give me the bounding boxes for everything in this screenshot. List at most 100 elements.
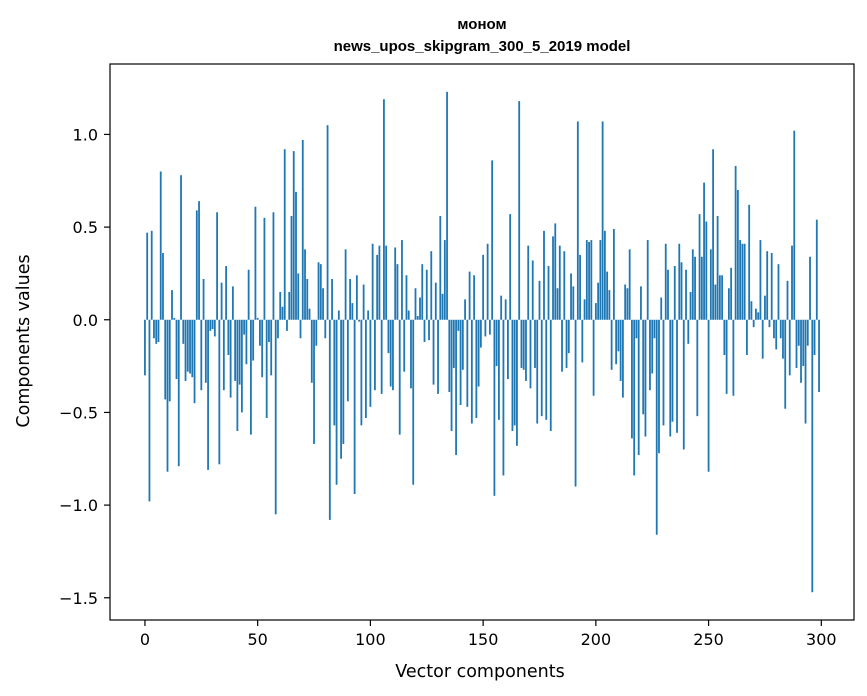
bar [534,319,536,368]
bar [378,245,381,320]
bar [624,284,627,320]
bar [355,275,358,320]
bar [371,243,374,320]
bar [202,278,205,320]
y-tick-label: −0.5 [59,403,98,422]
bar [626,288,629,320]
bar [495,319,498,367]
bar [434,282,437,320]
bar [788,319,791,376]
bar [306,278,309,320]
bar [349,278,352,320]
bar [376,254,379,320]
bar [714,284,717,320]
bar [631,319,633,439]
bar [518,101,521,320]
x-axis-ticks: 0 50 100 150 200 250 300 [140,620,837,649]
bar [649,319,651,391]
bar [364,319,367,418]
bar [234,319,237,381]
bar [791,245,793,320]
bar [272,212,275,320]
bar [231,286,234,320]
bar [283,149,286,320]
y-tick-label: −1.0 [59,496,98,515]
bar [599,240,602,320]
bar [326,125,329,320]
bar [261,319,264,378]
bar [482,254,485,320]
bar [310,319,313,383]
bar [362,284,365,320]
x-tick-label: 50 [247,630,267,649]
bar [218,319,221,465]
bar [335,319,338,485]
bar [168,319,171,402]
bar [543,230,545,320]
bar [635,319,638,339]
bar [687,319,690,344]
x-tick-label: 300 [806,630,837,649]
bar [394,247,397,320]
bar [565,319,568,368]
bar [162,253,164,320]
bar [425,269,428,320]
bar [385,245,388,320]
bar [594,303,597,320]
bar [461,319,464,370]
bar [195,210,198,320]
bar [324,319,327,339]
bar [513,319,516,426]
bar [653,319,656,339]
bar [588,241,590,320]
y-axis-ticks: −1.5 −1.0 −0.5 0.0 0.5 1.0 [59,125,110,608]
bar [567,319,570,354]
bar [637,319,640,456]
bar [166,319,169,472]
bar [669,319,672,437]
bar [459,319,462,406]
bar [171,290,173,320]
bar [664,243,667,320]
bar [703,182,705,320]
bar [470,319,473,424]
bar [198,201,200,320]
bar [247,269,250,320]
bar [509,214,512,320]
bar [189,319,191,374]
bar [443,240,446,320]
bar [403,319,406,372]
bar [159,171,162,320]
bar [610,319,613,370]
bar [270,319,273,376]
bar [184,319,187,381]
bar [387,319,390,354]
bar [342,319,345,444]
x-tick-label: 150 [468,630,499,649]
bar [809,256,811,320]
bar [768,319,771,328]
bar [759,240,762,320]
bar [290,215,293,320]
bar [797,319,800,346]
bar [236,319,239,431]
bar [658,319,660,454]
bar [739,240,742,320]
bar [617,319,620,352]
bar [644,319,647,437]
bar [725,319,728,394]
bar [608,290,611,320]
bar [813,319,816,355]
bar [346,319,349,402]
bar [804,319,807,424]
bar [488,319,491,335]
bar [734,165,737,320]
bar [448,319,451,393]
bar [220,282,223,320]
bar [752,319,755,328]
bar [730,267,733,320]
bar [655,319,658,535]
bar [811,319,814,593]
x-axis-label: Vector components [395,662,564,682]
